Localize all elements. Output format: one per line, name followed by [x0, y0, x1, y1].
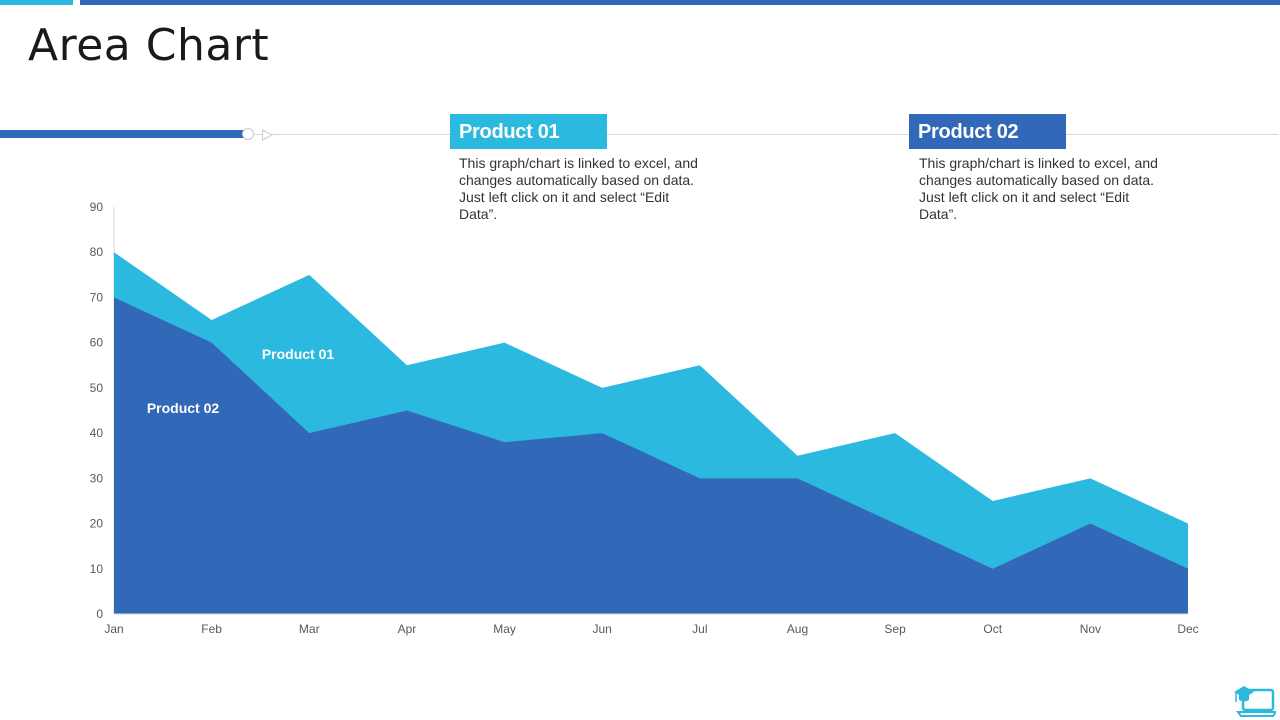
top-accent-bar	[0, 0, 73, 5]
legend-label-product-01: Product 01	[450, 114, 607, 149]
y-tick-label: 20	[90, 517, 104, 531]
top-bar	[80, 0, 1280, 5]
legend-label-product-02: Product 02	[909, 114, 1066, 149]
y-tick-label: 0	[96, 607, 103, 621]
area-label-1: Product 01	[262, 346, 335, 362]
x-tick-label: Jul	[692, 622, 707, 636]
x-tick-label: Feb	[201, 622, 222, 636]
area-series-2	[114, 297, 1188, 614]
y-tick-label: 50	[90, 381, 104, 395]
x-tick-label: Jan	[104, 622, 123, 636]
y-tick-label: 10	[90, 562, 104, 576]
graduation-laptop-icon	[1234, 686, 1276, 717]
x-tick-label: May	[493, 622, 516, 636]
y-tick-label: 90	[90, 200, 104, 214]
timeline-dot	[242, 128, 254, 140]
page-title: Area Chart	[28, 20, 270, 71]
y-tick-label: 60	[90, 336, 104, 350]
x-tick-label: Sep	[884, 622, 906, 636]
area-label-2: Product 02	[147, 400, 220, 416]
y-tick-label: 30	[90, 471, 104, 485]
x-tick-label: Apr	[398, 622, 417, 636]
y-tick-label: 40	[90, 426, 104, 440]
timeline-line	[0, 134, 1278, 135]
timeline-progress	[0, 130, 246, 138]
x-tick-label: Aug	[787, 622, 808, 636]
x-tick-label: Dec	[1177, 622, 1198, 636]
x-tick-label: Mar	[299, 622, 320, 636]
y-tick-label: 70	[90, 290, 104, 304]
legend-description-product-02: This graph/chart is linked to excel, and…	[919, 155, 1158, 222]
x-tick-label: Nov	[1080, 622, 1101, 636]
timeline-arrow-icon	[262, 129, 273, 141]
x-tick-label: Jun	[593, 622, 612, 636]
legend-description-product-01: This graph/chart is linked to excel, and…	[459, 155, 698, 222]
y-tick-label: 80	[90, 245, 104, 259]
x-tick-label: Oct	[983, 622, 1002, 636]
